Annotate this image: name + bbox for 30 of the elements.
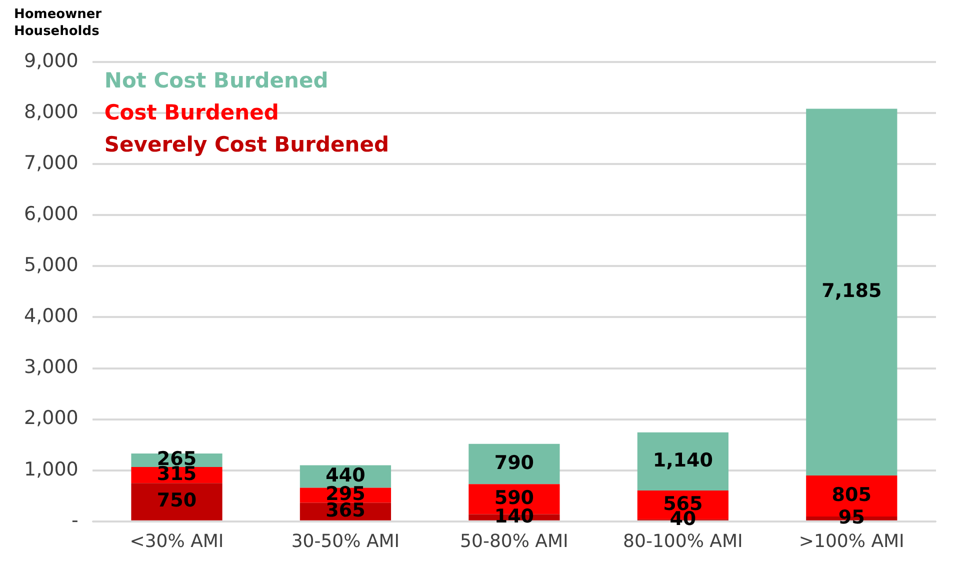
x-tick-label: >100% AMI bbox=[798, 530, 904, 552]
y-tick-label: 6,000 bbox=[24, 203, 78, 226]
x-tick-label: 80-100% AMI bbox=[623, 530, 743, 552]
data-label: 7,185 bbox=[822, 280, 882, 302]
data-label: 1,140 bbox=[652, 449, 713, 472]
y-tick-label: 2,000 bbox=[24, 407, 78, 430]
data-label: 750 bbox=[156, 490, 197, 512]
text: Cost Burdened bbox=[104, 100, 279, 124]
bar bbox=[637, 432, 728, 491]
y-tick-label: 5,000 bbox=[24, 254, 78, 276]
text: Not Cost Burdened bbox=[104, 68, 328, 92]
y-tick-label: 1,000 bbox=[24, 458, 78, 480]
data-label: 790 bbox=[494, 452, 534, 474]
y-tick-label: - bbox=[72, 509, 78, 532]
y-tick-label: 7,000 bbox=[24, 152, 78, 174]
x-tick-label: 50-80% AMI bbox=[460, 530, 568, 552]
text: Severely Cost Burdened bbox=[104, 132, 389, 156]
y-tick-label: 9,000 bbox=[24, 50, 78, 72]
data-label: 590 bbox=[494, 487, 534, 510]
x-tick-label: 30-50% AMI bbox=[291, 530, 400, 552]
bar bbox=[468, 444, 560, 484]
bar bbox=[131, 483, 222, 520]
data-label: 805 bbox=[832, 484, 872, 506]
x-tick-label: <30% AMI bbox=[130, 530, 224, 552]
y-tick-label: 3,000 bbox=[24, 356, 78, 378]
bar bbox=[806, 108, 898, 476]
y-tick-label: 4,000 bbox=[24, 305, 78, 328]
y-tick-label: 8,000 bbox=[24, 100, 78, 123]
data-label: 440 bbox=[326, 464, 366, 486]
y-axis-title: Homeowner Households bbox=[14, 6, 102, 40]
